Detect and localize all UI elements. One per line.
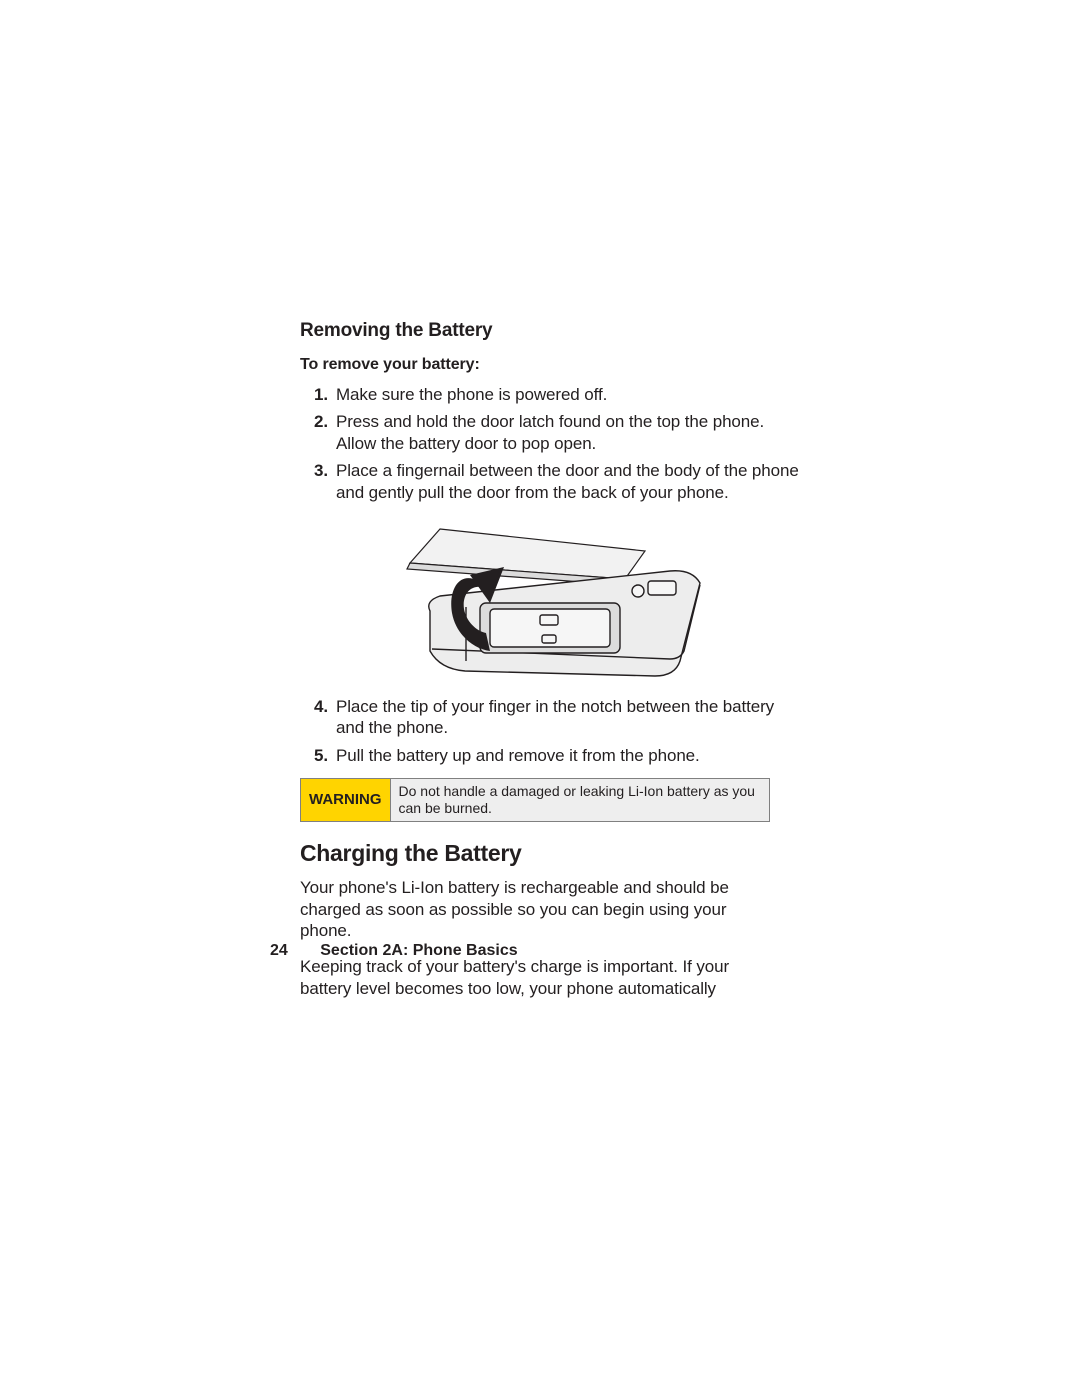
page-number: 24	[270, 942, 288, 959]
steps-list-bottom: Place the tip of your finger in the notc…	[300, 696, 800, 766]
content-column: Removing the Battery To remove your batt…	[300, 320, 800, 1000]
step-item: Place the tip of your finger in the notc…	[300, 696, 800, 739]
manual-page: Removing the Battery To remove your batt…	[0, 0, 1080, 1397]
charging-p2: Keeping track of your battery's charge i…	[300, 956, 780, 1000]
warning-box: WARNING Do not handle a damaged or leaki…	[300, 778, 770, 822]
charging-p1: Your phone's Li-Ion battery is rechargea…	[300, 877, 780, 942]
charging-heading: Charging the Battery	[300, 840, 800, 867]
step-item: Press and hold the door latch found on t…	[300, 411, 800, 454]
step-item: Pull the battery up and remove it from t…	[300, 745, 800, 766]
removing-lead: To remove your battery:	[300, 356, 800, 374]
step-item: Make sure the phone is powered off.	[300, 384, 800, 405]
battery-removal-figure	[370, 511, 730, 686]
removing-heading: Removing the Battery	[300, 320, 800, 342]
section-label: Section 2A: Phone Basics	[320, 942, 517, 959]
warning-label: WARNING	[301, 779, 391, 822]
page-footer: 24 Section 2A: Phone Basics	[270, 942, 518, 960]
step-item: Place a fingernail between the door and …	[300, 460, 800, 503]
warning-text: Do not handle a damaged or leaking Li-Io…	[390, 779, 770, 822]
steps-list-top: Make sure the phone is powered off. Pres…	[300, 384, 800, 503]
